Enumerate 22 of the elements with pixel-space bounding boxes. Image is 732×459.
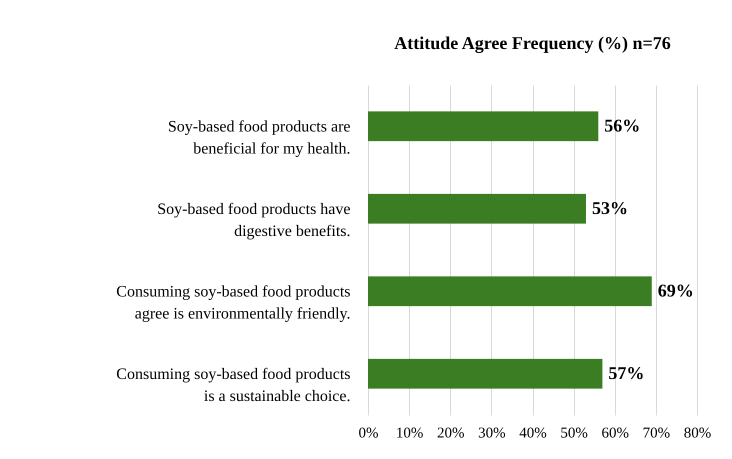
y-tick-label: Consuming soy-based food products is a sustainable choice. — [116, 366, 350, 405]
x-tick-label: 30% — [478, 426, 506, 442]
data-label: 53% — [592, 198, 628, 218]
bar — [368, 358, 602, 389]
x-tick-label: 70% — [642, 426, 670, 442]
x-tick-label: 20% — [437, 426, 464, 442]
chart-title: Attitude Agree Frequency (%) n=76 — [394, 33, 671, 53]
y-tick-label: Soy-based food products are beneficial for my health. — [168, 118, 350, 158]
bar — [368, 111, 598, 142]
bar — [368, 194, 586, 224]
x-tick-label: 50% — [560, 426, 588, 442]
data-label: 56% — [604, 115, 640, 136]
x-tick-label: 40% — [519, 426, 547, 442]
bar — [368, 276, 652, 306]
data-label: 69% — [658, 280, 694, 300]
y-tick-label: Consuming soy-based food products agree is environmentally friendly. — [116, 283, 350, 322]
x-tick-label: 10% — [396, 426, 424, 442]
y-tick-label: Soy-based food products have digestive benefits. — [157, 200, 350, 240]
x-tick-label: 60% — [602, 426, 629, 442]
x-tick-label: 80% — [684, 426, 712, 442]
data-label: 57% — [608, 362, 644, 383]
x-tick-label: 0% — [358, 426, 378, 442]
